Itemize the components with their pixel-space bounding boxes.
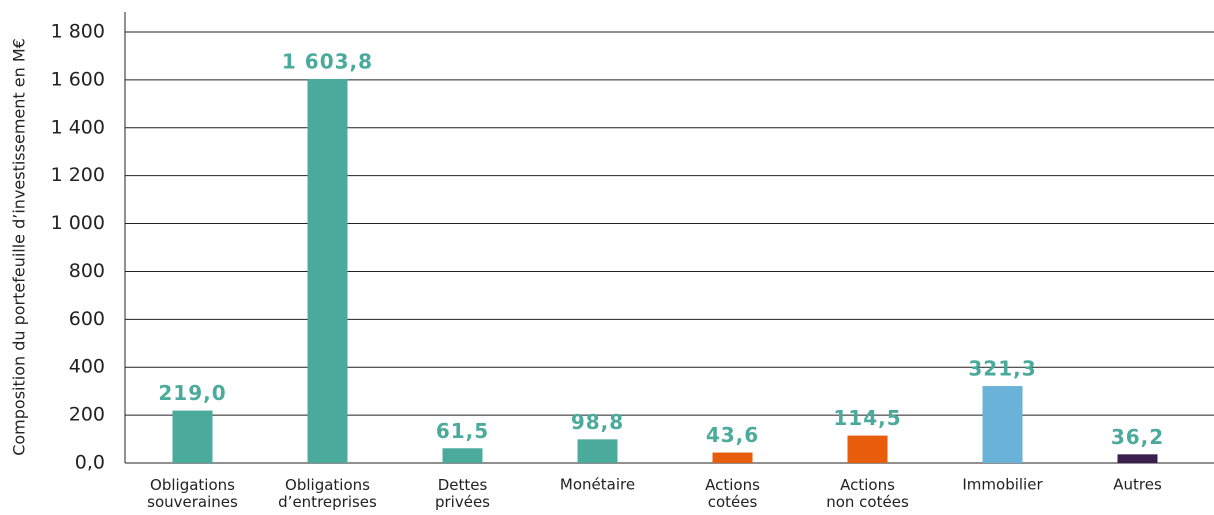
- y-tick-label: 1 200: [51, 164, 105, 186]
- y-tick-label: 1 000: [51, 212, 105, 234]
- x-tick-label: Obligations d’entreprises: [278, 476, 377, 511]
- bar: [307, 78, 348, 463]
- value-label: 43,6: [706, 423, 759, 447]
- x-tick-label: Monétaire: [560, 476, 635, 494]
- value-label: 321,3: [968, 357, 1036, 381]
- bar: [172, 410, 213, 463]
- value-label: 36,2: [1111, 425, 1164, 449]
- bar: [577, 439, 618, 463]
- bar: [1117, 454, 1158, 463]
- y-tick-label: 800: [69, 260, 105, 282]
- y-tick-label: 1 800: [51, 21, 105, 43]
- x-tick-label: Obligations souveraines: [147, 476, 238, 511]
- bar: [442, 448, 483, 463]
- x-tick-label: Dettes privées: [435, 476, 490, 511]
- value-label: 114,5: [833, 406, 901, 430]
- y-tick-label: 0,0: [75, 452, 105, 474]
- bar: [982, 386, 1023, 463]
- value-label: 219,0: [158, 381, 226, 405]
- value-label: 98,8: [571, 410, 624, 434]
- x-tick-label: Autres: [1113, 476, 1162, 494]
- bar: [712, 452, 753, 463]
- value-label: 61,5: [436, 419, 489, 443]
- y-tick-label: 1 400: [51, 116, 105, 138]
- y-tick-label: 1 600: [51, 68, 105, 90]
- value-label: 1 603,8: [282, 49, 373, 73]
- y-tick-label: 400: [69, 356, 105, 378]
- x-tick-label: Actions cotées: [705, 476, 760, 511]
- y-axis-title: Composition du portefeuille d’investisse…: [10, 38, 29, 456]
- y-tick-label: 600: [69, 308, 105, 330]
- bar: [847, 435, 888, 463]
- x-tick-label: Immobilier: [962, 476, 1043, 494]
- x-tick-label: Actions non cotées: [826, 476, 909, 511]
- y-tick-label: 200: [69, 404, 105, 426]
